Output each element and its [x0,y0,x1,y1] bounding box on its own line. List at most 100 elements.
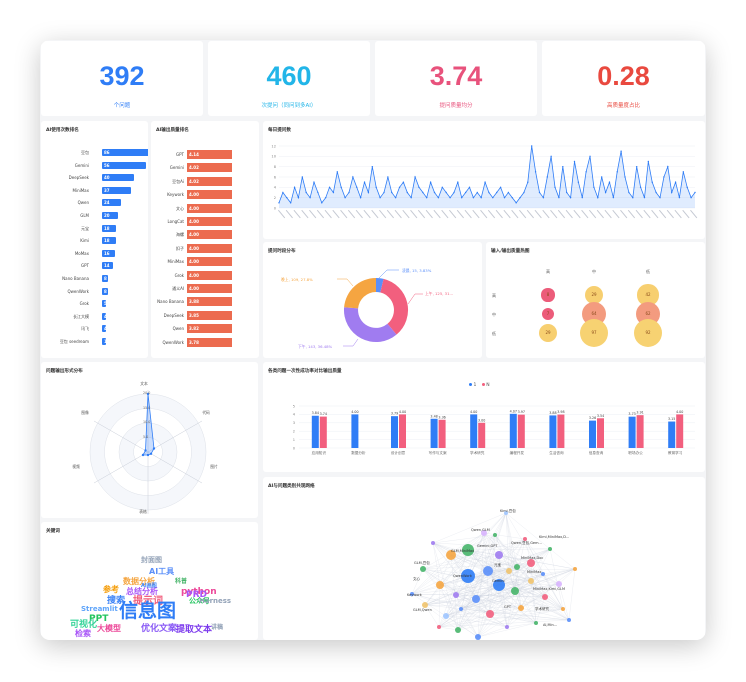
network-edge [498,584,570,621]
usage-name: Nano Banana [62,276,89,281]
donut-slice-evening [344,278,376,309]
network-edge [460,608,508,628]
usage-bar: 8 [102,287,109,295]
network-edge [489,596,546,615]
usage-bar: 18 [102,224,117,232]
quality-value: 4.00 [189,259,199,265]
quality-name: 豆包Ai [172,178,184,184]
card-title: 提问时段分布 [268,249,296,254]
line-point [616,171,618,173]
usage-value: 18 [104,238,110,244]
usage-bar: 20 [102,212,118,219]
x-category: 生活咨询 [549,450,564,455]
x-category: 数据分析 [351,450,366,455]
network-node [495,551,503,559]
quality-name: GPT [176,152,184,157]
network-edge [477,626,508,638]
kpi-label: 个问题 [113,103,131,109]
quality-name: QwenWork [162,339,184,345]
network-label: MiniMax,Kimi,GLM [533,587,565,591]
x-tick-mark [480,209,488,219]
line-point [686,186,688,189]
network-edge [432,542,459,631]
usage-value: 8 [104,276,107,281]
x-tick-mark [503,209,511,219]
line-point [585,171,587,173]
network-edge [450,532,485,556]
line-point [577,181,580,183]
network-edge [450,554,564,610]
network-edge [424,583,560,606]
network-edge [439,584,516,592]
x-tick-mark [433,209,441,219]
network-edge [514,548,551,592]
usage-row: MiniMax 37 [41,186,148,196]
line-point [352,176,354,178]
bar-b [319,416,327,448]
quality-value: 4.00 [189,232,199,238]
line-point [278,202,280,204]
bar-b [399,414,406,448]
quality-value: 4.00 [189,205,199,211]
card-title: 关键词 [46,529,60,534]
network-node [461,569,475,583]
network-edge [568,568,576,621]
quality-bar: 4.00 [187,270,232,280]
line-point [371,165,374,168]
network-edge [424,598,477,606]
radar-axis-label: 图片 [210,464,218,469]
line-point [348,191,350,194]
matrix-col-label: 高 [546,269,550,274]
usage-value: 24 [104,200,110,206]
network-edge [457,608,564,631]
line-point [359,196,362,199]
network-edge [530,580,537,624]
kpi-label: 次提问（同问到多AI） [261,103,317,109]
network-edge [422,568,500,586]
bar-label: 4.00 [351,410,358,414]
y-tick: 5 [293,404,295,408]
x-category: 编程开发 [510,450,525,455]
bar-a [311,415,319,448]
line-point [313,181,315,183]
quality-row: LongCat 4.00 [151,216,259,229]
usage-row: 讯飞 4 [41,325,148,334]
network-node [422,602,428,608]
x-tick-mark [293,209,301,219]
usage-bar: 8 [102,275,109,282]
quality-value: 4.00 [189,272,199,278]
network-edge [439,534,496,586]
network-edge [494,534,537,624]
network-edge [438,608,564,628]
usage-name: Gemini [74,162,89,168]
x-category: 信息查询 [589,450,604,455]
network-edge [424,604,522,609]
usage-row: 豆包 seedream 1 [41,338,148,347]
network-edge [467,512,507,551]
usage-value: 20 [104,213,110,218]
quality-value: 3.85 [189,312,199,318]
radar-tick: 15.0 [143,405,151,410]
bar-label: 3.98 [557,410,564,414]
network-edge [487,570,544,575]
network-node [527,559,535,567]
usage-row: Kimi 18 [41,237,148,246]
x-tick-mark [355,209,363,219]
usage-bar: 5 [102,300,107,308]
bar-a [351,414,359,448]
usage-bar: 37 [102,186,132,194]
legend-dot-n [481,383,485,386]
period-label-evening: 晚上, 109, 27.8% [281,277,313,282]
network-edge [422,538,526,570]
card-title: 输入/输出质量热图 [491,249,530,254]
network-edge [432,542,477,600]
network-edge [424,570,510,606]
quality-value: 4.02 [189,165,199,171]
bar-label: 3.26 [589,416,596,420]
line-point [620,150,622,152]
usage-row: 元宝 18 [41,224,148,234]
quality-bar: 3.85 [187,310,232,320]
network-edge [487,570,560,585]
network-label: Kimi,MiniMax,D... [539,535,570,539]
network-edge [549,548,576,570]
